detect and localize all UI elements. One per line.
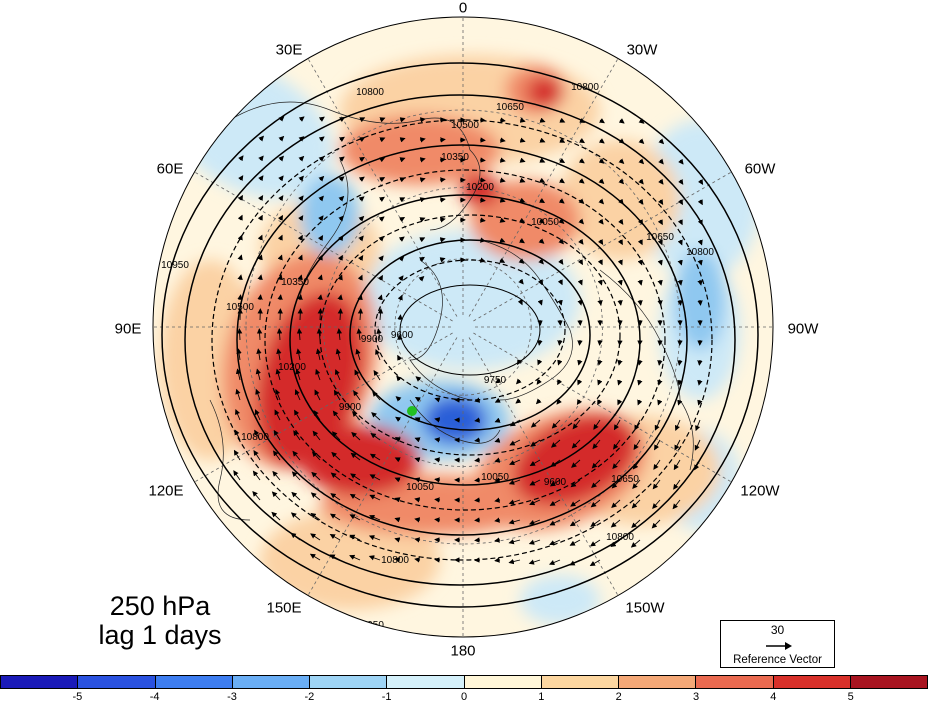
colorbar-segment (310, 676, 387, 688)
contour-label: 10800 (571, 82, 599, 93)
wind-vector (680, 300, 681, 305)
colorbar-tick-label: 2 (616, 691, 622, 703)
wind-vector (440, 119, 445, 120)
colorbar-segment (696, 676, 773, 688)
lon-label-30e: 30E (276, 42, 303, 59)
colorbar-tick-label: 5 (848, 691, 854, 703)
colorbar-segment (851, 676, 927, 688)
contour-label: 9750 (484, 375, 507, 386)
wind-vector (340, 309, 341, 320)
lag-label: lag 1 days (98, 621, 221, 650)
contour-label: 10350 (441, 152, 469, 163)
colorbar-tick-label: -1 (382, 691, 392, 703)
contour-label: 10800 (606, 532, 634, 543)
figure-annotation: 250 hPa lag 1 days (98, 592, 221, 650)
colorbar-segment (233, 676, 310, 688)
colorbar-segment (78, 676, 155, 688)
contour-label: 9900 (339, 402, 362, 413)
colorbar-segment (156, 676, 233, 688)
contour-label: 10050 (406, 482, 434, 493)
level-label: 250 hPa (98, 592, 221, 621)
contour-label: 10200 (466, 182, 494, 193)
contour-label: 10950 (161, 260, 189, 271)
contour-label: 9900 (361, 334, 384, 345)
wind-vector (480, 160, 485, 161)
wind-vector (440, 139, 445, 140)
colorbar-segment (387, 676, 464, 688)
colorbar-tick-label: -5 (72, 691, 82, 703)
lon-label-30w: 30W (627, 42, 658, 59)
contour-label: 10350 (281, 277, 309, 288)
lon-label-90e: 90E (115, 321, 142, 338)
lon-label-150e: 150E (266, 600, 301, 617)
wind-vector (320, 309, 321, 320)
wind-vector (475, 480, 480, 481)
contour-label: 10200 (278, 362, 306, 373)
wind-vector (700, 300, 701, 305)
colorbar-tick-label: 1 (538, 691, 544, 703)
wind-vector (579, 340, 580, 345)
contour-label: 10500 (451, 120, 479, 131)
reference-vector-box: 30 Reference Vector (720, 620, 835, 668)
lon-label-180: 180 (450, 643, 475, 660)
colorbar-segment (542, 676, 619, 688)
anomaly-patch (527, 77, 563, 107)
lon-label-120w: 120W (740, 483, 779, 500)
colorbar-segment (1, 676, 78, 688)
wind-vector (240, 295, 241, 300)
lon-label-120e: 120E (148, 483, 183, 500)
colorbar-tick-label: -3 (227, 691, 237, 703)
anomaly-patch (520, 575, 600, 625)
colorbar-tick-label: 0 (461, 691, 467, 703)
colorbar-segment (774, 676, 851, 688)
wind-vector (400, 315, 401, 320)
contour-label: 10800 (381, 555, 409, 566)
colorbar-tick-label: -4 (150, 691, 160, 703)
colorbar-tick-label: 4 (770, 691, 776, 703)
reference-vector-label: Reference Vector (721, 654, 834, 666)
wind-vector (239, 329, 240, 340)
reference-vector-magnitude: 30 (721, 623, 834, 637)
colorbar-tick-label: -2 (304, 691, 314, 703)
lon-label-150w: 150W (625, 600, 664, 617)
wind-vector (480, 180, 485, 181)
contour-label: 10050 (481, 472, 509, 483)
colorbar-segment (619, 676, 696, 688)
arrow-right-icon (765, 641, 793, 651)
lon-label-90w: 90W (788, 321, 819, 338)
lon-label-60w: 60W (745, 161, 776, 178)
contour-label: 10650 (646, 232, 674, 243)
contour-label: 9600 (391, 330, 414, 341)
contour-label: 10800 (356, 87, 384, 98)
wind-vector (435, 519, 440, 520)
colorbar-segment (465, 676, 542, 688)
lon-label-0: 0 (459, 0, 467, 17)
colorbar-tick-label: 3 (693, 691, 699, 703)
contour-label: 10650 (496, 102, 524, 113)
wind-vector (475, 460, 480, 461)
contour-label: 10050 (531, 217, 559, 228)
colorbar (0, 675, 928, 689)
anomaly-patch (300, 175, 360, 255)
contour-label: 9600 (544, 477, 567, 488)
contour-label: 10650 (611, 474, 639, 485)
lon-label-60e: 60E (157, 161, 184, 178)
location-marker (407, 406, 417, 416)
contour-label: 10800 (241, 432, 269, 443)
contour-label: 10500 (226, 302, 254, 313)
contour-label: 10800 (686, 247, 714, 258)
wind-vector (435, 539, 440, 540)
